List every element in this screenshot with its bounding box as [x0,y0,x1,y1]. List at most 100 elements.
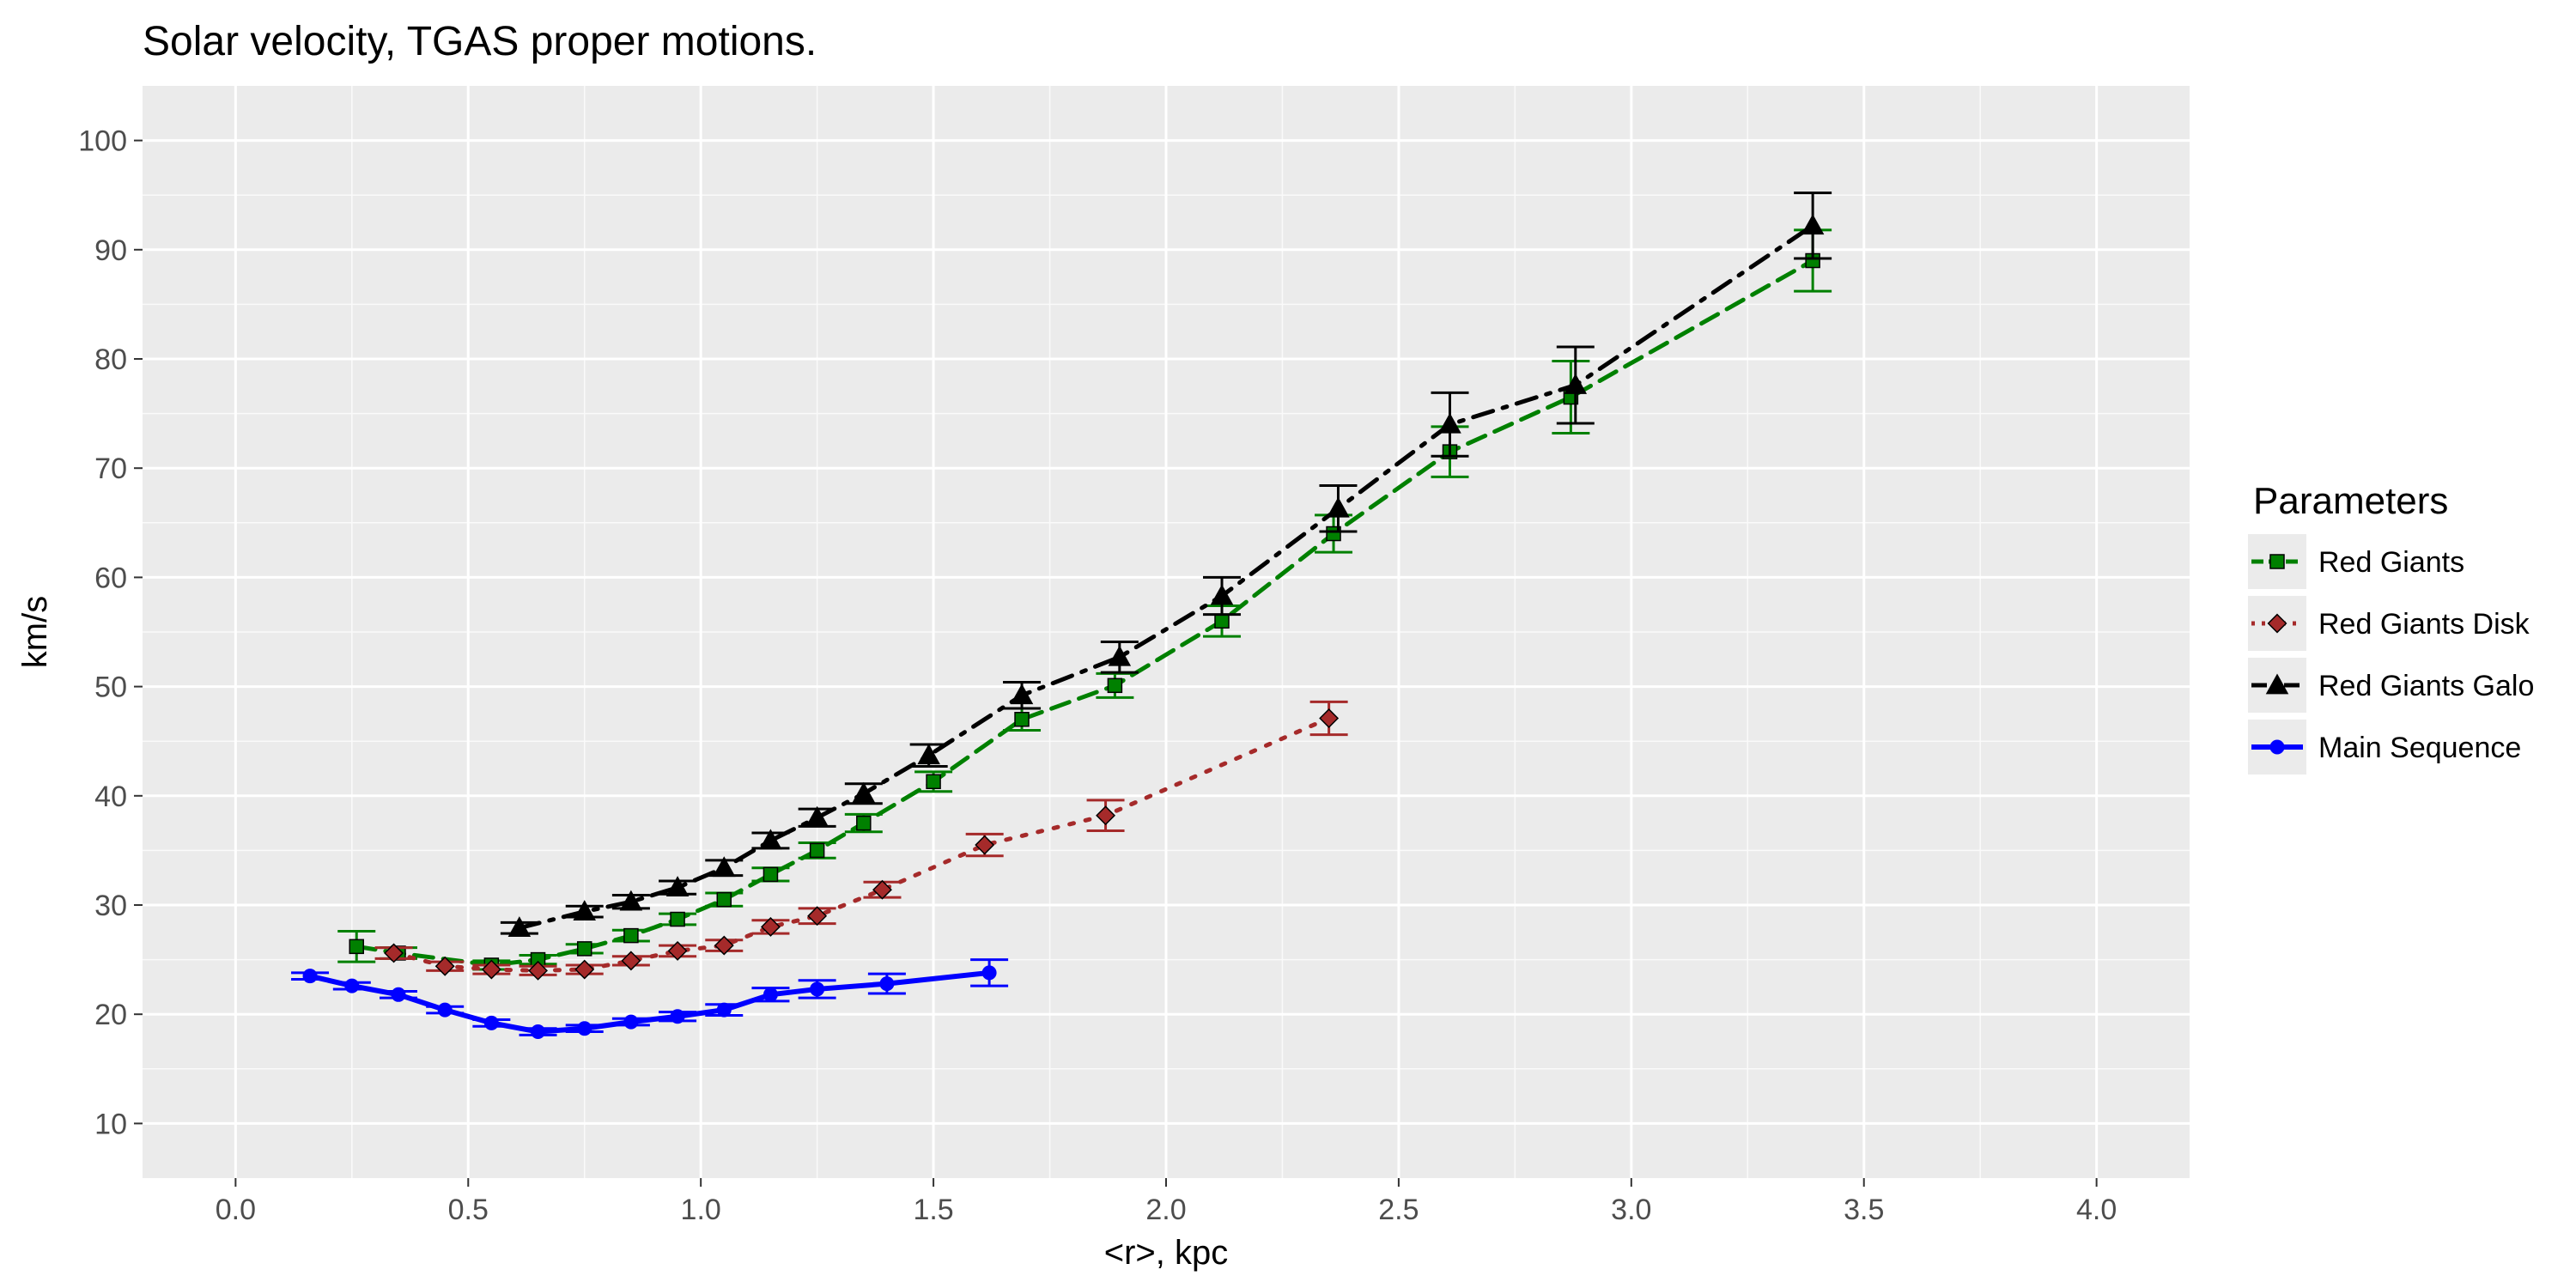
point-marker [2265,673,2289,695]
legend-item-red-giants-disk: Red Giants Disk [2248,596,2530,651]
point-marker [856,815,872,831]
y-tick-label: 80 [94,343,127,376]
point-marker [1010,683,1034,705]
point-marker [716,891,732,908]
point-marker [762,866,779,883]
x-tick-label: 3.5 [1844,1194,1884,1226]
point-marker [349,939,364,955]
series-main-sequence [291,958,1009,1040]
point-marker [2267,613,2287,634]
point-marker [1801,214,1825,235]
legend-item-main-sequence: Main Sequence [2248,720,2521,775]
legend-label: Red Giants Galo [2318,670,2534,702]
legend-label: Red Giants Disk [2318,608,2530,641]
point-marker [507,916,532,938]
point-marker [574,959,595,980]
point-marker [1214,613,1230,629]
point-marker [623,927,639,944]
point-marker [531,1024,546,1040]
point-marker [434,956,455,976]
point-marker [302,969,318,984]
point-marker [576,941,592,957]
point-marker [716,1002,732,1018]
point-marker [670,911,685,927]
x-axis-title: <r>, kpc [1104,1234,1229,1272]
point-marker [872,879,892,900]
point-marker [483,1015,499,1030]
point-marker [2269,739,2285,755]
x-tick-label: 2.0 [1145,1194,1186,1226]
y-tick-label: 40 [94,781,127,813]
point-marker [1096,805,1116,826]
series-line [517,223,1815,931]
point-marker [1108,645,1132,666]
point-marker [1107,677,1123,694]
legend-label: Main Sequence [2318,732,2521,764]
point-marker [621,951,641,971]
y-tick-label: 100 [78,125,127,158]
x-tick-label: 1.5 [913,1194,953,1226]
point-marker [917,744,940,765]
point-marker [759,829,782,850]
x-tick-label: 2.5 [1378,1194,1419,1226]
point-marker [573,900,597,920]
point-marker [760,916,781,937]
legend-item-red-giants: Red Giants [2248,534,2464,589]
legend-label: Red Giants [2318,546,2464,579]
x-tick-label: 0.0 [216,1194,256,1226]
point-marker [981,965,997,981]
x-axis: 0.0 0.5 1.0 1.5 2.0 2.5 3.0 3.5 4.0 [216,1178,2117,1226]
point-marker [1210,584,1234,605]
point-marker [384,943,404,963]
point-marker [1438,412,1461,434]
point-marker [670,1009,685,1024]
y-tick-label: 70 [94,453,127,485]
point-marker [1319,708,1340,728]
y-tick-label: 10 [94,1108,127,1140]
grid-major [143,86,2190,1178]
point-marker [1327,496,1350,518]
point-marker [852,781,876,803]
y-axis: 10 20 30 40 50 60 70 80 90 100 [78,125,143,1140]
legend-item-red-giants-galo: Red Giants Galo [2248,658,2534,713]
point-marker [391,987,406,1002]
point-marker [714,935,734,956]
series-line [392,715,1332,973]
point-marker [437,1002,453,1018]
legend-items: Red Giants Red Giants Disk Red Giants Galo… [2248,534,2534,775]
point-marker [807,906,828,927]
y-tick-label: 50 [94,671,127,704]
point-marker [926,774,941,790]
point-marker [344,978,360,993]
point-marker [1014,712,1030,727]
point-marker [528,960,549,981]
chart-title: Solar velocity, TGAS proper motions. [143,19,817,64]
y-tick-label: 60 [94,562,127,594]
point-marker [805,805,829,827]
point-marker [1564,373,1588,394]
y-axis-title: km/s [16,596,54,668]
point-marker [810,981,825,997]
x-tick-label: 1.0 [681,1194,721,1226]
point-marker [2269,554,2285,569]
x-tick-label: 3.0 [1611,1194,1651,1226]
x-tick-label: 0.5 [448,1194,489,1226]
series-layer [291,191,1832,1040]
point-marker [667,940,688,961]
point-marker [577,1021,592,1036]
point-marker [762,987,778,1002]
point-marker [623,1014,639,1030]
point-marker [619,890,643,911]
point-marker [975,835,995,855]
series-red-giants-disk [374,700,1348,981]
point-marker [712,856,736,878]
point-marker [879,976,895,992]
x-tick-label: 4.0 [2076,1194,2117,1226]
point-marker [809,842,825,859]
series-red-giants-galo [500,191,1832,938]
y-tick-label: 20 [94,999,127,1031]
point-marker [481,959,501,980]
y-tick-label: 90 [94,234,127,267]
